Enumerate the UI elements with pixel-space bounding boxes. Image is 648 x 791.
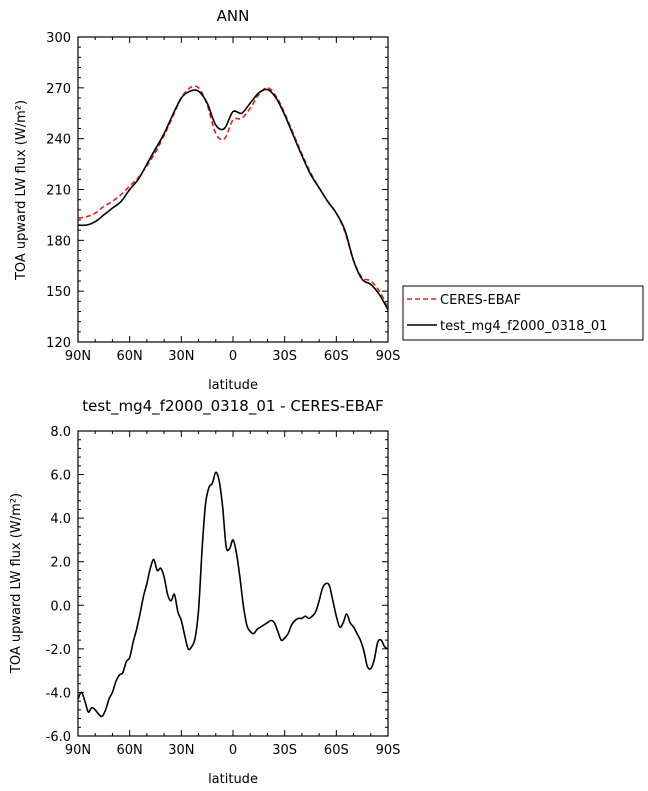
top-xtick-label: 0 [229,349,237,364]
top-ytick-label: 270 [46,82,71,97]
top-x-axis-label: latitude [208,378,258,393]
bottom-series-group [77,471,389,718]
top-panel: ANN 90N 60N 30N 0 30S 60S 90S 120 150 180 210 240 27… [14,7,400,393]
top-ytick-label: 150 [46,285,71,300]
bottom-axis-ticks: 90N 60N 30N 0 30S 60S 90S -6.0 -4.0 -2.0 0.0 2.0 4.0… [46,425,401,758]
bottom-x-axis-label: latitude [208,772,258,787]
bottom-chart-title: test_mg4_f2000_0318_01 - CERES-EBAF [82,397,384,416]
top-ytick-label: 210 [46,184,71,199]
bottom-ytick-label: -4.0 [46,686,71,701]
bottom-ytick-label: -6.0 [46,730,71,745]
top-chart-title: ANN [217,7,250,25]
legend: CERES-EBAF test_mg4_f2000_0318_01 [402,285,644,341]
bottom-xtick-label: 90S [376,743,401,758]
bottom-plot-frame [77,430,389,737]
bottom-y-axis-label: TOA upward LW flux (W/m²) [9,493,24,674]
top-plot-frame [77,36,389,343]
top-xtick-label: 90S [376,349,401,364]
bottom-ytick-label: 8.0 [50,425,71,440]
top-xtick-label: 30N [168,349,194,364]
top-ytick-label: 180 [46,234,71,249]
bottom-ytick-label: -2.0 [46,643,71,658]
top-ytick-label: 120 [46,336,71,351]
bottom-ytick-label: 4.0 [50,512,71,527]
top-series-line-1 [77,88,389,311]
legend-ceres-label: CERES-EBAF [440,293,521,308]
top-axis-ticks: 90N 60N 30N 0 30S 60S 90S 120 150 180 210 240 270 300 [46,31,400,364]
top-ytick-label: 300 [46,31,71,46]
top-y-axis-label: TOA upward LW flux (W/m²) [14,100,29,281]
bottom-xtick-label: 60N [117,743,143,758]
top-series-group [77,85,389,311]
bottom-panel: test_mg4_f2000_0318_01 - CERES-EBAF 90N 6… [9,397,400,787]
bottom-ytick-label: 2.0 [50,556,71,571]
legend-test-label: test_mg4_f2000_0318_01 [440,319,607,334]
bottom-xtick-label: 90N [65,743,91,758]
top-xtick-label: 30S [272,349,297,364]
top-xtick-label: 60N [117,349,143,364]
bottom-xtick-label: 30S [272,743,297,758]
top-xtick-label: 60S [324,349,349,364]
bottom-series-line-0 [77,471,389,718]
bottom-ytick-label: 6.0 [50,469,71,484]
bottom-xtick-label: 0 [229,743,237,758]
bottom-xtick-label: 60S [324,743,349,758]
bottom-xtick-label: 30N [168,743,194,758]
legend-box [402,285,644,341]
top-xtick-label: 90N [65,349,91,364]
bottom-ytick-label: 0.0 [50,599,71,614]
top-ytick-label: 240 [46,133,71,148]
